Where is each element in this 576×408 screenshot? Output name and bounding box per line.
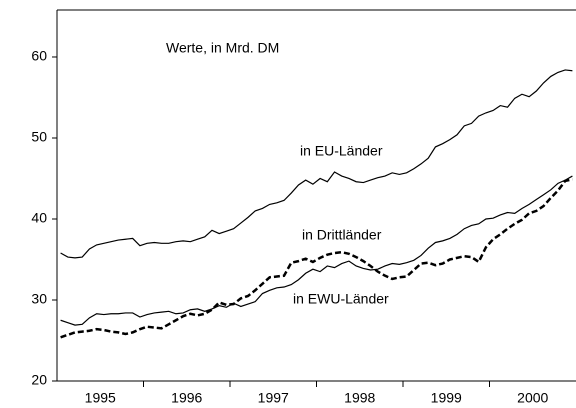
- x-tick-label: 1998: [344, 390, 375, 406]
- y-tick-label: 50: [31, 129, 47, 145]
- series-label: in EU-Länder: [300, 143, 383, 159]
- x-tick-label: 1996: [171, 390, 202, 406]
- annotation: Werte, in Mrd. DM: [166, 40, 279, 56]
- x-tick-label: 1997: [258, 390, 289, 406]
- y-tick-label: 60: [31, 48, 47, 64]
- series-line: [60, 178, 573, 339]
- x-tick-label: 2000: [517, 390, 548, 406]
- series-line: [60, 175, 573, 326]
- x-tick-label: 1995: [85, 390, 116, 406]
- y-tick-label: 20: [31, 372, 47, 388]
- x-tick-label: 1999: [431, 390, 462, 406]
- series-line: [60, 69, 573, 259]
- y-tick-label: 40: [31, 210, 47, 226]
- series-label: in EWU-Länder: [293, 291, 389, 307]
- y-tick-label: 30: [31, 291, 47, 307]
- series-label: in Drittländer: [302, 227, 382, 243]
